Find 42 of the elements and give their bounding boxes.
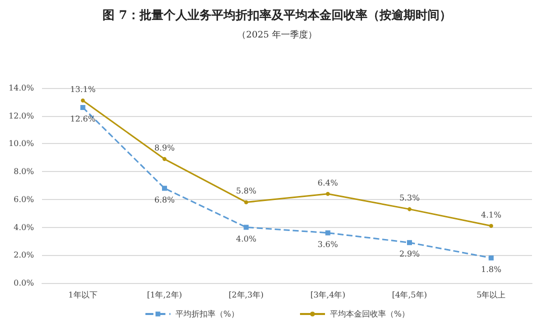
- data-label: 13.1%: [70, 85, 96, 94]
- x-tick-label: [3年,4年): [310, 290, 346, 300]
- point: [80, 105, 86, 110]
- data-label: 5.8%: [236, 186, 257, 196]
- y-tick-label: 2.0%: [14, 250, 34, 260]
- y-tick-label: 0.0%: [14, 278, 34, 288]
- y-tick-label: 10.0%: [8, 139, 34, 148]
- point: [162, 186, 167, 191]
- data-label: 6.4%: [318, 178, 338, 188]
- point: [325, 230, 330, 236]
- data-label: 4.0%: [236, 234, 257, 244]
- point: [408, 207, 412, 212]
- data-label: 1.8%: [481, 264, 502, 274]
- point: [326, 192, 330, 196]
- y-tick-label: 4.0%: [14, 222, 34, 232]
- data-label: 2.9%: [399, 250, 420, 259]
- data-label: 4.1%: [481, 210, 502, 220]
- point: [407, 240, 412, 246]
- x-tick-label: 1年以下: [68, 290, 98, 300]
- data-label: 3.6%: [318, 240, 338, 249]
- data-label: 5.3%: [399, 194, 420, 203]
- point: [489, 224, 494, 228]
- y-tick-label: 14.0%: [8, 84, 34, 92]
- x-tick-label: [1年,2年): [147, 290, 182, 300]
- y-tick-label: 12.0%: [8, 111, 34, 120]
- x-tick-label: 5年以上: [476, 290, 506, 300]
- point: [80, 98, 85, 103]
- chart-subtitle: （2025 年一季度）: [237, 30, 317, 40]
- point: [162, 157, 166, 162]
- legend-label: 平均折扣率（%）: [175, 310, 240, 318]
- y-tick-label: 6.0%: [14, 194, 34, 204]
- point: [244, 224, 249, 230]
- point: [488, 255, 494, 260]
- chart-title: 图 7：批量个人业务平均折扣率及平均本金回收率（按逾期时间）: [102, 8, 452, 22]
- data-label: 6.8%: [154, 195, 176, 204]
- data-label: 8.9%: [154, 144, 176, 153]
- y-tick-label: 8.0%: [14, 167, 34, 176]
- data-label: 12.6%: [70, 114, 96, 124]
- legend-label: 平均本金回收率（%）: [330, 310, 410, 318]
- x-tick-label: [4年,5年): [392, 290, 427, 300]
- x-tick-label: [2年,3年): [228, 290, 264, 300]
- point: [244, 200, 248, 204]
